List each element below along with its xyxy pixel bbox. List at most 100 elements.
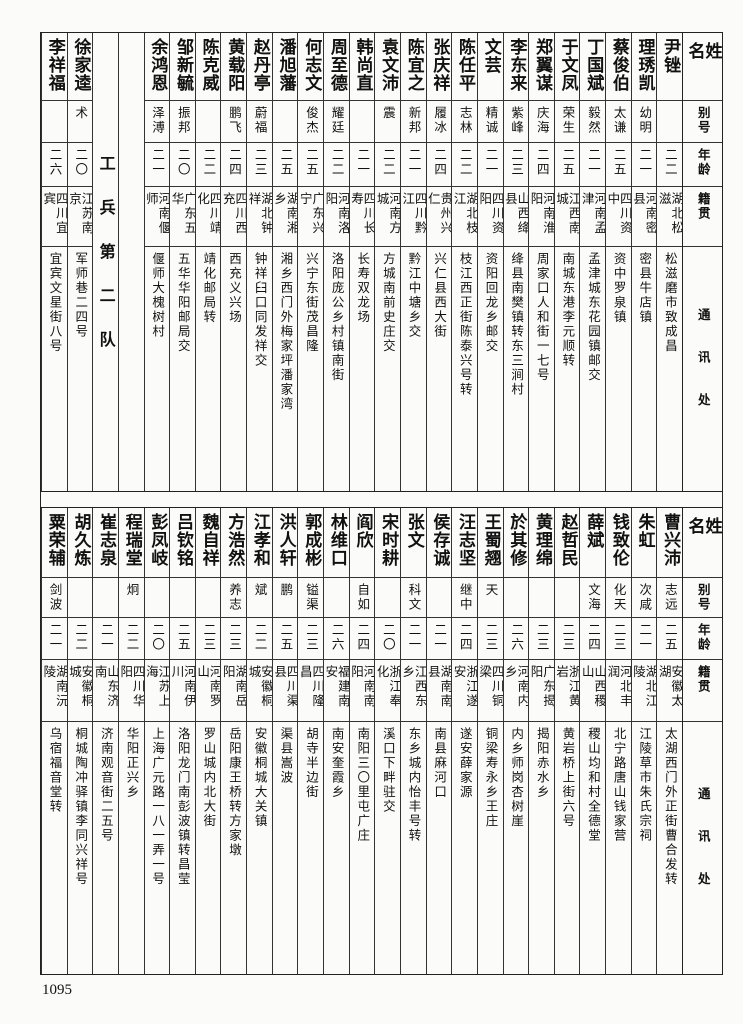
- address-cell: 黔江中塘乡交: [401, 247, 426, 491]
- name-text: 理琇凯: [634, 38, 655, 92]
- native-cell: 贵州兴仁: [426, 187, 452, 248]
- native-cell: 江苏上海: [144, 660, 170, 723]
- address-text: 西充义兴场: [227, 252, 243, 325]
- person-column: 余鸿恩 泽溥 二一 河南偃师 偃师大槐树村: [143, 33, 170, 491]
- alias-cell: 太谦: [606, 101, 631, 143]
- alias-text: 泽溥: [150, 105, 166, 135]
- alias-cell: [349, 101, 375, 143]
- native-text: 河北丰润: [606, 665, 631, 709]
- person-column: 彭凤岐 二〇 江苏上海 上海广元路一八一弄一号: [143, 508, 170, 974]
- age-text: 二四: [355, 622, 371, 652]
- person-column: 陈任平 志林 二二 湖北枝江 枝江西正街陈泰兴号转: [451, 33, 477, 491]
- address-cell: 江陵草市朱氏宗祠: [632, 722, 657, 974]
- header-name-cell: 姓名: [683, 508, 722, 578]
- address-cell: 太湖西门外正街曹合发转: [657, 722, 682, 974]
- address-text: 渠县嵩波: [278, 727, 294, 786]
- native-cell: 浙江奉化: [375, 660, 400, 723]
- address-cell: 北宁路唐山钱家营: [606, 722, 631, 974]
- person-column: 朱虹 次咸 二一 湖北江陵 江陵草市朱氏宗祠: [630, 508, 657, 974]
- native-cell: 四川华阳: [118, 660, 144, 723]
- name-text: 黄载阳: [224, 38, 245, 92]
- native-cell: 四川靖化: [195, 187, 221, 248]
- address-text: 南阳三〇里屯广庄: [355, 727, 371, 844]
- address-cell: 南城东港李元顺转: [555, 247, 580, 491]
- native-text: 湖南沅陵: [41, 665, 67, 709]
- person-column: 於其修 二六 河南内乡 内乡师岗杏树崖: [502, 508, 529, 974]
- age-cell: 二四: [349, 618, 375, 661]
- address-text: 宜宾文星街八号: [47, 252, 63, 354]
- person-column: 吕钦铭 二五 河南伊川 洛阳龙门南彭波镇转昌莹: [169, 508, 195, 974]
- name-text: 袁文沛: [378, 38, 399, 92]
- name-text: 潘旭藩: [275, 38, 296, 92]
- address-text: 稷山均和村全德堂: [586, 727, 601, 844]
- age-cell: 二一: [400, 143, 426, 188]
- person-column: 阎欣 自如 二四 河南南阳 南阳三〇里屯广庄: [348, 508, 375, 974]
- person-column: 赵丹亭 蔚福 二三 湖北钟祥 钟祥臼口同发祥交: [246, 33, 272, 491]
- person-column: 黄理绵 二三 广东揭阳 揭阳赤水乡: [528, 508, 554, 974]
- age-cell: 二〇: [170, 143, 195, 188]
- address-text: 湘乡西门外梅家坪潘家湾: [278, 252, 294, 412]
- name-cell: 汪志坚: [452, 508, 477, 578]
- header-age-cell: 年龄: [683, 143, 722, 188]
- age-text: 二三: [483, 622, 499, 652]
- address-cell: 南阳三〇里屯广庄: [350, 722, 375, 974]
- native-text: 河南洛阳: [324, 192, 349, 236]
- address-text: 内乡师岗杏树崖: [509, 727, 525, 829]
- person-column: 赵哲民 二三 浙江黄岩 黄岩桥上街六号: [553, 508, 580, 974]
- address-cell: 东乡城内怡丰号转: [401, 722, 426, 974]
- native-cell: 四川宜宾: [41, 187, 67, 248]
- address-cell: 军师巷二四号: [68, 247, 93, 491]
- age-text: 二四: [534, 147, 550, 177]
- native-text: 四川黔江: [400, 192, 426, 236]
- name-text: 周至德: [326, 38, 347, 92]
- person-column: 郭成彬 镒渠 二三 四川隆昌 胡寺半边街: [297, 508, 324, 974]
- address-cell: 五华华阳邮局交: [170, 247, 195, 491]
- age-cell: 二五: [170, 618, 195, 661]
- age-cell: 二三: [477, 618, 503, 661]
- address-text: 黔江中塘乡交: [406, 252, 422, 340]
- age-cell: 二二: [247, 618, 272, 661]
- name-cell: 魏自祥: [195, 508, 221, 578]
- name-text: 方浩然: [224, 513, 245, 567]
- alias-cell: [195, 101, 221, 143]
- alias-text: 自如: [355, 582, 371, 612]
- name-cell: 何志文: [298, 33, 324, 101]
- address-text: 枝江西正街陈泰兴号转: [457, 252, 473, 398]
- name-text: 何志文: [301, 38, 322, 92]
- name-cell: 林维口: [324, 508, 349, 578]
- name-cell: 丁国斌: [580, 33, 606, 101]
- age-text: 二二: [252, 622, 268, 652]
- alias-text: 紫峰: [509, 105, 525, 135]
- name-cell: 赵哲民: [554, 508, 580, 578]
- person-column: 程瑞堂炯二二 四川华阳 华阳正兴乡: [117, 508, 144, 974]
- address-text: 洛阳庞公乡村镇南街: [329, 252, 345, 383]
- age-text: 二一: [637, 622, 653, 652]
- age-cell: 二一: [41, 618, 67, 661]
- address-cell: 胡寺半边街: [298, 722, 323, 974]
- native-cell: 山西绛县: [503, 187, 529, 248]
- header-native-text: 籍贯: [695, 665, 711, 695]
- person-column: 周至德 耀廷 二二 河南洛阳 洛阳庞公乡村镇南街: [323, 33, 349, 491]
- native-text: 河南南阳: [349, 665, 375, 709]
- name-cell: 蔡俊伯: [606, 33, 631, 101]
- age-text: 二五: [611, 147, 627, 177]
- native-text: 福建南安: [324, 665, 349, 709]
- name-cell: 黄载阳: [221, 33, 247, 101]
- age-cell: 二二: [67, 618, 93, 661]
- age-text: 二六: [509, 622, 525, 652]
- person-column: 理琇凯 幼明 二一 河南密县 密县牛店镇: [630, 33, 657, 491]
- age-text: 二六: [329, 622, 345, 652]
- name-text: 洪人轩: [275, 513, 296, 567]
- age-cell: 二一: [631, 618, 657, 661]
- alias-cell: [272, 101, 298, 143]
- native-cell: 浙江遂安: [452, 660, 477, 723]
- native-cell: 河南南阳: [349, 660, 375, 723]
- alias-text: 科文: [406, 582, 422, 612]
- person-column: 林维口 二六 福建南安 南安奎霞乡: [323, 508, 349, 974]
- alias-text: 镒渠: [303, 582, 319, 612]
- name-cell: 於其修: [503, 508, 529, 578]
- age-text: 二二: [73, 622, 89, 652]
- person-column: 于文凤 荣生 二五 江西南城 南城东港李元顺转: [553, 33, 580, 491]
- address-cell: 靖化邮局转: [196, 247, 221, 491]
- native-cell: 四川长寿: [349, 187, 375, 248]
